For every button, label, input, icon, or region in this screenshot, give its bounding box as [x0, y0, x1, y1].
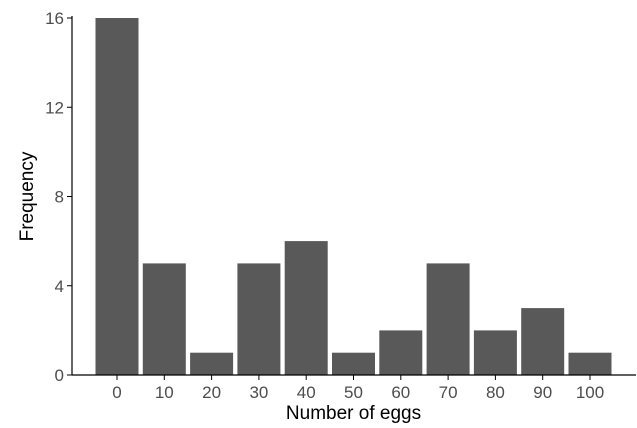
x-tick-label: 60	[391, 383, 410, 402]
x-tick-label: 20	[202, 383, 221, 402]
x-tick-label: 0	[112, 383, 121, 402]
x-tick-label: 10	[155, 383, 174, 402]
bar-80	[473, 330, 517, 375]
bar-0	[95, 18, 139, 375]
bar-30	[237, 263, 281, 375]
x-tick-label: 50	[344, 383, 363, 402]
bar-10	[142, 263, 186, 375]
x-tick-label: 30	[249, 383, 268, 402]
y-tick-label: 4	[55, 277, 64, 296]
x-axis-ticks: 0 10 20 30 40 50 60 70 80 90 100	[112, 375, 604, 402]
bar-50	[332, 352, 375, 375]
bar-20	[190, 352, 234, 375]
bars-group	[95, 18, 612, 375]
x-tick-label: 80	[486, 383, 505, 402]
y-axis-ticks: 0 4 8 12 16	[45, 9, 72, 385]
x-tick-label: 90	[533, 383, 552, 402]
y-tick-label: 8	[55, 188, 64, 207]
y-tick-label: 12	[45, 98, 64, 117]
y-tick-label: 16	[45, 9, 64, 28]
bar-70	[426, 263, 470, 375]
bar-90	[521, 308, 565, 375]
y-tick-label: 0	[55, 366, 64, 385]
x-tick-label: 40	[297, 383, 316, 402]
y-axis-title: Frequency	[17, 151, 38, 241]
bar-60	[379, 330, 423, 375]
x-axis-title: Number of eggs	[286, 403, 421, 424]
x-tick-label: 70	[439, 383, 458, 402]
bar-40	[284, 241, 328, 375]
x-tick-label: 100	[576, 383, 604, 402]
bar-100	[568, 352, 612, 375]
